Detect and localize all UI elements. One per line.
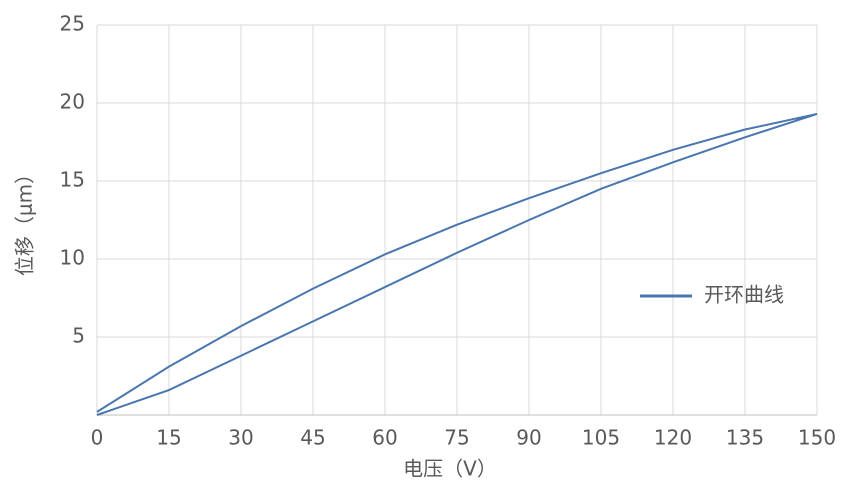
x-tick-label: 45 [300, 426, 325, 450]
x-axis-label: 电压（V） [403, 457, 497, 481]
legend-label: 开环曲线 [704, 283, 784, 307]
x-tick-label: 135 [726, 426, 764, 450]
x-tick-label: 0 [91, 426, 104, 450]
x-tick-label: 30 [228, 426, 253, 450]
x-tick-label: 75 [444, 426, 469, 450]
x-tick-label: 105 [582, 426, 620, 450]
y-tick-label: 5 [72, 324, 85, 348]
x-tick-label: 90 [516, 426, 541, 450]
y-tick-label: 20 [60, 90, 85, 114]
y-axis-label: 位移（μm） [13, 164, 37, 276]
y-tick-label: 15 [60, 168, 85, 192]
y-tick-label: 25 [60, 12, 85, 36]
line [96, 112, 818, 416]
x-tick-label: 150 [798, 426, 836, 450]
y-tick-label: 10 [60, 246, 85, 270]
x-tick-label: 60 [372, 426, 397, 450]
x-tick-label: 120 [654, 426, 692, 450]
x-tick-label: 15 [156, 426, 181, 450]
